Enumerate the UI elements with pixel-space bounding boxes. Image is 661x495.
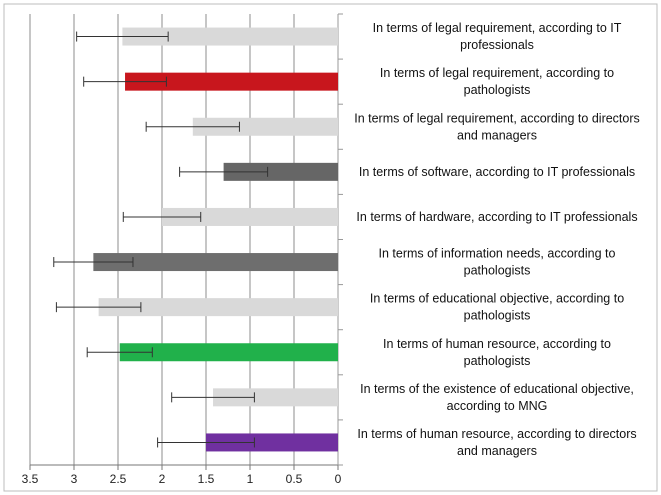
category-labels: In terms of legal requirement, according… — [354, 21, 640, 458]
category-label: pathologists — [464, 309, 531, 323]
category-label: according to MNG — [447, 399, 548, 413]
x-tick-label: 2.5 — [110, 472, 127, 486]
error-bars — [53, 31, 269, 448]
bar — [223, 162, 338, 181]
bar — [206, 433, 338, 452]
x-tick-label: 1.5 — [198, 472, 215, 486]
category-label: professionals — [460, 38, 534, 52]
bars — [93, 27, 339, 452]
category-label: In terms of software, according to IT pr… — [359, 165, 635, 179]
category-label: In terms of information needs, according… — [379, 247, 616, 261]
x-tick-label: 1 — [247, 472, 254, 486]
x-tick-label: 2 — [159, 472, 166, 486]
category-label: In terms of human resource, according to… — [357, 427, 636, 441]
x-tick-label: 0.5 — [286, 472, 303, 486]
bar — [125, 72, 338, 91]
bar — [119, 343, 338, 362]
category-label: pathologists — [464, 83, 531, 97]
category-label: In terms of human resource, according to — [383, 337, 611, 351]
category-label: pathologists — [464, 354, 531, 368]
bar — [213, 388, 338, 407]
bar — [162, 207, 338, 226]
bar — [93, 253, 338, 272]
category-label: and managers — [457, 444, 537, 458]
category-label: pathologists — [464, 264, 531, 278]
bar — [192, 117, 338, 136]
category-label: and managers — [457, 128, 537, 142]
category-label: In terms of legal requirement, according… — [354, 111, 640, 125]
category-label: In terms of the existence of educational… — [360, 382, 634, 396]
category-label: In terms of legal requirement, according… — [373, 21, 622, 35]
category-label: In terms of educational objective, accor… — [370, 292, 624, 306]
category-label: In terms of hardware, according to IT pr… — [356, 210, 637, 224]
axes: 3.5 3 2.5 2 1.5 1 0.5 0 — [22, 13, 343, 486]
x-tick-label: 0 — [335, 472, 342, 486]
bar — [122, 27, 339, 46]
x-tick-label: 3.5 — [22, 472, 39, 486]
x-tick-label: 3 — [71, 472, 78, 486]
bar — [98, 298, 338, 317]
category-label: In terms of legal requirement, according… — [380, 66, 614, 80]
